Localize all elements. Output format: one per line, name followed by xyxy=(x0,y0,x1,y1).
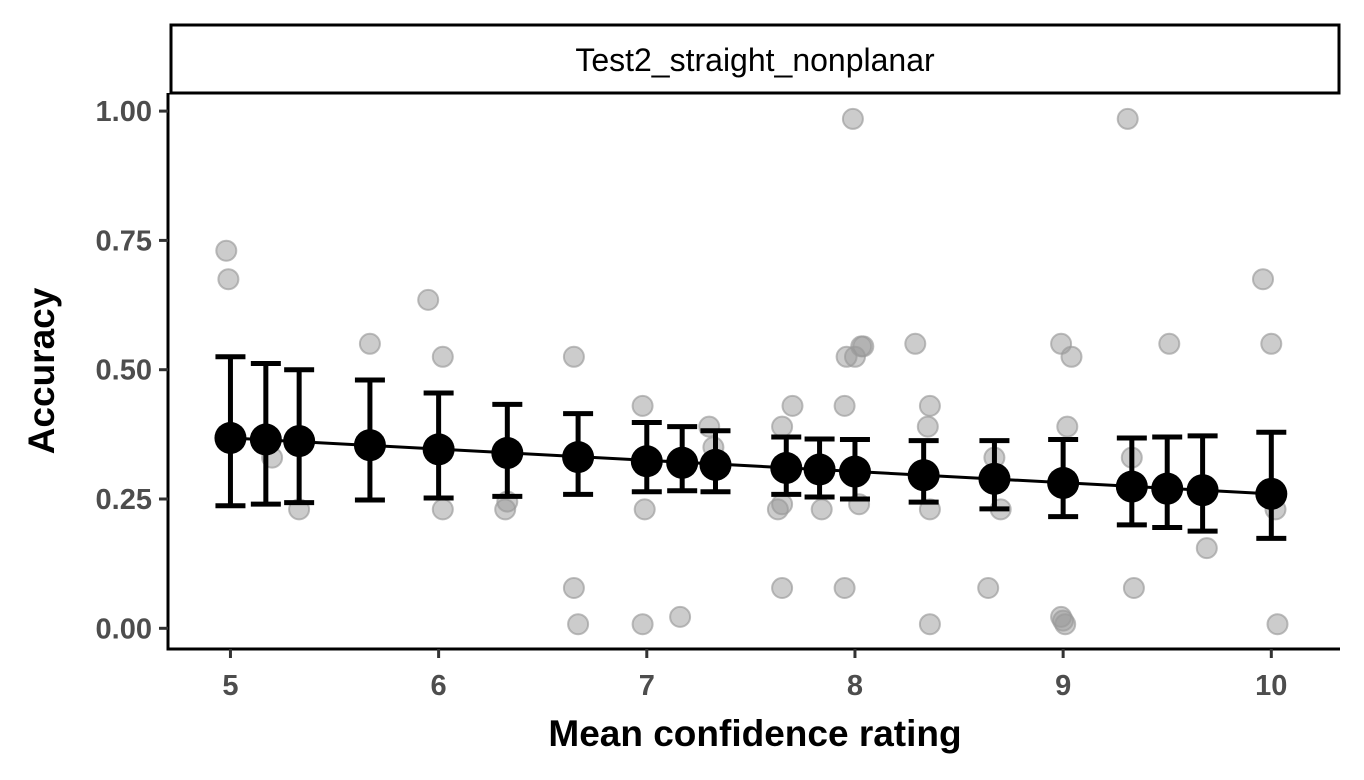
x-tick-label: 9 xyxy=(1055,670,1071,702)
mean-point xyxy=(562,441,595,474)
raw-data-point xyxy=(1116,107,1139,130)
mean-point xyxy=(1115,470,1148,503)
raw-data-point xyxy=(1195,537,1218,560)
facet-strip-box xyxy=(169,23,1341,95)
trend-line xyxy=(230,436,1272,496)
y-tick-label: 0.25 xyxy=(96,484,152,516)
raw-data-point xyxy=(1260,332,1283,355)
mean-point xyxy=(630,445,663,478)
mean-point xyxy=(422,433,455,466)
raw-data-point xyxy=(1252,268,1274,291)
x-tick-label: 8 xyxy=(847,670,863,702)
raw-data-point xyxy=(771,493,794,516)
raw-data-point xyxy=(431,345,454,368)
raw-data-point xyxy=(1122,577,1145,599)
raw-data-point xyxy=(1158,332,1181,355)
raw-data-point xyxy=(562,345,585,368)
raw-data-point xyxy=(669,605,692,628)
raw-data-point xyxy=(1266,613,1289,636)
mean-point xyxy=(249,423,282,456)
raw-data-point xyxy=(631,394,654,417)
mean-point xyxy=(1151,472,1184,505)
raw-data-point xyxy=(918,613,941,636)
mean-point xyxy=(978,462,1011,495)
mean-point xyxy=(214,421,247,454)
y-tick-label: 1.00 xyxy=(96,96,152,128)
raw-data-point xyxy=(562,577,585,599)
raw-data-point xyxy=(852,335,875,358)
trend-line-layer xyxy=(230,436,1272,496)
raw-data-point xyxy=(633,498,656,521)
raw-data-point xyxy=(1056,415,1079,438)
raw-data-point xyxy=(916,415,939,438)
raw-data-point xyxy=(771,415,794,438)
raw-data-point xyxy=(833,394,856,417)
mean-point xyxy=(491,436,524,469)
mean-point xyxy=(283,425,316,458)
y-axis-ticks: 0.00 0.25 0.50 0.75 1.00 xyxy=(96,96,168,645)
mean-point xyxy=(1186,474,1219,507)
mean-point xyxy=(803,453,836,486)
raw-data-point xyxy=(781,394,804,417)
raw-data-point xyxy=(1054,613,1077,636)
raw-data-point xyxy=(631,613,654,636)
raw-data-point xyxy=(417,288,440,311)
raw-data-point xyxy=(904,332,927,355)
mean-point xyxy=(699,448,732,481)
y-tick-label: 0.50 xyxy=(96,355,152,387)
raw-data-point xyxy=(1060,345,1083,368)
raw-data-point xyxy=(841,107,864,130)
raw-data-point xyxy=(567,613,590,636)
x-tick-label: 7 xyxy=(639,670,655,702)
raw-data-point xyxy=(215,239,238,262)
x-tick-label: 10 xyxy=(1255,670,1287,702)
x-tick-label: 5 xyxy=(222,670,238,702)
mean-point xyxy=(666,446,699,479)
mean-point xyxy=(770,451,803,484)
mean-point xyxy=(907,459,940,492)
x-axis-title: Mean confidence rating xyxy=(548,713,961,754)
mean-point xyxy=(1255,477,1288,510)
raw-data-point xyxy=(833,577,856,599)
mean-point xyxy=(1047,466,1080,499)
raw-data-point xyxy=(810,498,833,521)
y-tick-label: 0.00 xyxy=(96,613,152,645)
raw-data-point xyxy=(358,332,381,355)
y-tick-label: 0.75 xyxy=(96,225,152,257)
raw-data-point xyxy=(771,577,794,599)
x-axis-ticks: 5 6 7 8 9 10 xyxy=(222,649,1287,702)
raw-data-point xyxy=(431,498,454,521)
facet-strip: Test2_straight_nonplanar xyxy=(169,23,1341,95)
raw-data-point xyxy=(217,268,240,291)
mean-point xyxy=(838,455,871,488)
raw-data-point xyxy=(918,394,941,417)
mean-point xyxy=(353,429,386,462)
summary-layer xyxy=(214,354,1288,541)
facet-label: Test2_straight_nonplanar xyxy=(575,42,935,78)
y-axis-title: Accuracy xyxy=(21,287,62,454)
x-tick-label: 6 xyxy=(431,670,447,702)
raw-data-point xyxy=(977,577,1000,599)
